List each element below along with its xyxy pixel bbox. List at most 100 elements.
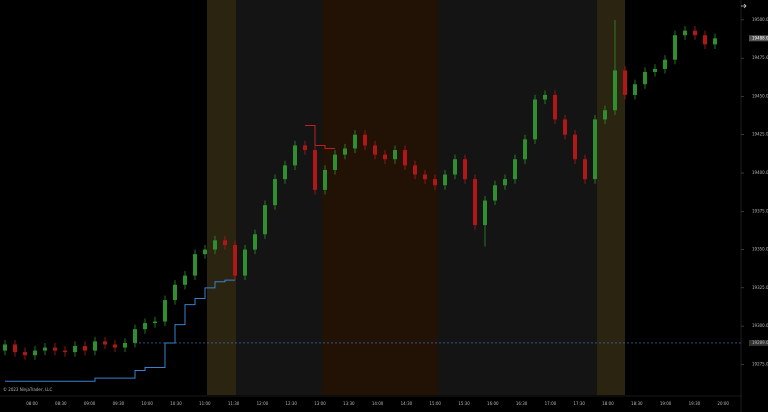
scroll-arrow[interactable] bbox=[741, 3, 747, 9]
candle-body bbox=[63, 350, 67, 353]
x-tick-label: 09:30 bbox=[113, 401, 125, 406]
candle-body bbox=[323, 169, 327, 190]
x-tick-label: 16:30 bbox=[516, 401, 528, 406]
candle-body bbox=[443, 174, 447, 186]
last-price-label: 19488.00 bbox=[752, 35, 768, 40]
x-tick-label: 15:30 bbox=[458, 401, 470, 406]
candle-body bbox=[453, 159, 457, 175]
y-tick-label: 19350.00 bbox=[752, 247, 768, 252]
candle-body bbox=[293, 145, 297, 166]
candle-body bbox=[563, 119, 567, 135]
x-tick-label: 13:00 bbox=[314, 401, 326, 406]
candle-body bbox=[103, 341, 107, 345]
x-tick-label: 17:30 bbox=[573, 401, 585, 406]
candle-body bbox=[683, 30, 687, 36]
candle-body bbox=[583, 159, 587, 180]
x-tick-label: 10:30 bbox=[170, 401, 182, 406]
y-tick-label: 19400.00 bbox=[752, 170, 768, 175]
candle-body bbox=[123, 342, 127, 348]
x-tick-label: 19:30 bbox=[689, 401, 701, 406]
candle-body bbox=[273, 179, 277, 206]
candle-body bbox=[353, 134, 357, 149]
y-tick-label: 19425.00 bbox=[752, 132, 768, 137]
candle-body bbox=[603, 110, 607, 120]
candle-body bbox=[223, 240, 227, 245]
candle-body bbox=[463, 159, 467, 180]
x-tick-label: 11:30 bbox=[228, 401, 240, 406]
candle-body bbox=[503, 179, 507, 186]
indicator-line bbox=[305, 125, 335, 150]
candle-body bbox=[283, 165, 287, 180]
candle-body bbox=[433, 179, 437, 186]
candle-body bbox=[403, 150, 407, 166]
candle-body bbox=[673, 35, 677, 60]
candle-body bbox=[393, 150, 397, 160]
candle-body bbox=[713, 38, 717, 45]
candle-body bbox=[143, 323, 147, 330]
plot: 19275.00 19300.00 19325.00 19350.00 19375.00… bbox=[3, 17, 768, 406]
candle-body bbox=[493, 185, 497, 201]
candle-body bbox=[83, 346, 87, 351]
candle-body bbox=[343, 148, 347, 155]
x-tick-label: 11:00 bbox=[199, 401, 211, 406]
x-tick-label: 08:30 bbox=[55, 401, 67, 406]
candle-body bbox=[183, 275, 187, 285]
candle-body bbox=[613, 70, 617, 111]
x-tick-label: 20:00 bbox=[717, 401, 729, 406]
candle-body bbox=[153, 321, 157, 324]
candle-body bbox=[413, 165, 417, 175]
candle-body bbox=[473, 179, 477, 226]
candle-body bbox=[3, 344, 7, 351]
indicator-line bbox=[5, 279, 235, 382]
candle-body bbox=[543, 94, 547, 100]
candle-body bbox=[113, 344, 117, 348]
candle-body bbox=[43, 347, 47, 351]
x-tick-label: 15:00 bbox=[429, 401, 441, 406]
price-label-box bbox=[749, 339, 768, 346]
session-shade bbox=[322, 0, 438, 395]
x-tick-label: 18:30 bbox=[631, 401, 643, 406]
candle-body bbox=[303, 145, 307, 151]
candle-body bbox=[23, 352, 27, 356]
x-tick-label: 13:30 bbox=[343, 401, 355, 406]
candle-body bbox=[663, 59, 667, 69]
candle-body bbox=[653, 68, 657, 72]
price-label-box bbox=[749, 35, 768, 42]
y-tick-label: 19275.00 bbox=[752, 361, 768, 366]
candle-body bbox=[383, 154, 387, 160]
candle-body bbox=[333, 154, 337, 170]
x-tick-label: 14:00 bbox=[372, 401, 384, 406]
candle-body bbox=[133, 329, 137, 343]
y-tick-label: 19375.00 bbox=[752, 208, 768, 213]
candle-body bbox=[363, 134, 367, 146]
candle-body bbox=[513, 159, 517, 180]
candle-body bbox=[483, 200, 487, 226]
candle-body bbox=[643, 71, 647, 85]
x-tick-label: 10:00 bbox=[141, 401, 153, 406]
x-tick-label: 12:30 bbox=[285, 401, 297, 406]
y-tick-label: 19475.00 bbox=[752, 55, 768, 60]
x-tick-label: 12:00 bbox=[257, 401, 269, 406]
candle-body bbox=[253, 234, 257, 250]
x-tick-label: 18:00 bbox=[602, 401, 614, 406]
candle-body bbox=[93, 341, 97, 351]
candle-body bbox=[233, 244, 237, 276]
session-shade bbox=[236, 0, 322, 395]
candle-body bbox=[703, 35, 707, 45]
y-tick-label: 19450.00 bbox=[752, 93, 768, 98]
x-tick-label: 19:00 bbox=[660, 401, 672, 406]
y-tick-label: 19500.00 bbox=[752, 17, 768, 22]
candle-body bbox=[193, 254, 197, 276]
copyright: © 2023 NinjaTrader, LLC bbox=[3, 387, 53, 392]
y-tick-label: 19300.00 bbox=[752, 323, 768, 328]
candle-body bbox=[553, 94, 557, 120]
candle-body bbox=[73, 346, 77, 353]
session-shade bbox=[207, 0, 236, 395]
candle-body bbox=[173, 284, 177, 301]
candle-body bbox=[423, 174, 427, 180]
session-shade bbox=[438, 0, 597, 395]
candle-body bbox=[533, 99, 537, 140]
candle-body bbox=[693, 30, 697, 36]
candle-body bbox=[53, 347, 57, 351]
x-tick-label: 09:00 bbox=[84, 401, 96, 406]
